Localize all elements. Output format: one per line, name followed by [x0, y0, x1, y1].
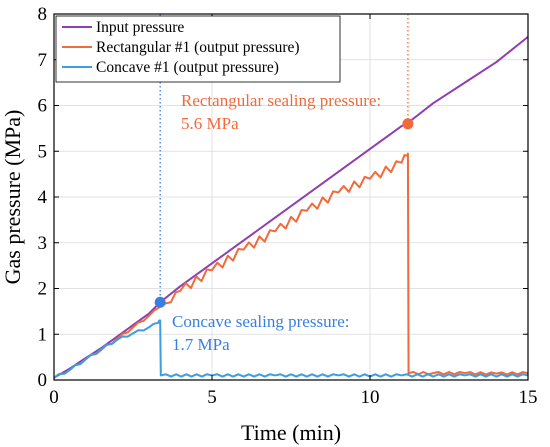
x-tick-label: 0 [49, 387, 59, 408]
y-tick-label: 4 [38, 187, 48, 208]
legend-label-0: Input pressure [96, 19, 184, 36]
y-tick-label: 6 [38, 96, 48, 117]
y-tick-label: 3 [38, 233, 48, 254]
tick-layer: 0 5 10 15 0 1 2 3 4 5 6 7 8 [38, 4, 538, 408]
rect-annotation-line2: 5.6 MPa [181, 114, 239, 133]
series-line-2 [53, 319, 529, 379]
y-tick-label: 7 [38, 50, 48, 71]
conc-sealing-point [154, 296, 166, 308]
y-tick-label: 1 [38, 324, 48, 345]
legend: Input pressure Rectangular #1 (output pre… [55, 15, 341, 83]
y-axis-title: Gas pressure (MPa) [0, 110, 25, 285]
y-tick-label: 0 [38, 370, 48, 391]
y-tick-label: 2 [38, 279, 48, 300]
x-axis-title: Time (min) [241, 420, 341, 445]
rect-sealing-point [402, 118, 414, 130]
series-layer [53, 14, 529, 379]
rect-annotation-line1: Rectangular sealing pressure: [181, 91, 381, 110]
legend-box [55, 15, 341, 83]
sealing-markers [154, 118, 414, 308]
concave-annotation-line2: 1.7 MPa [172, 335, 230, 354]
legend-label-1: Rectangular #1 (output pressure) [96, 39, 300, 56]
y-tick-label: 5 [38, 141, 48, 162]
annotations: Rectangular sealing pressure: 5.6 MPa Conc… [172, 91, 381, 354]
x-tick-label: 5 [207, 387, 217, 408]
legend-label-2: Concave #1 (output pressure) [96, 59, 279, 76]
concave-annotation-line1: Concave sealing pressure: [172, 312, 350, 331]
series-line-1 [53, 152, 529, 379]
x-tick-label: 10 [361, 387, 380, 408]
y-tick-label: 8 [38, 4, 48, 25]
x-tick-label: 15 [519, 387, 538, 408]
